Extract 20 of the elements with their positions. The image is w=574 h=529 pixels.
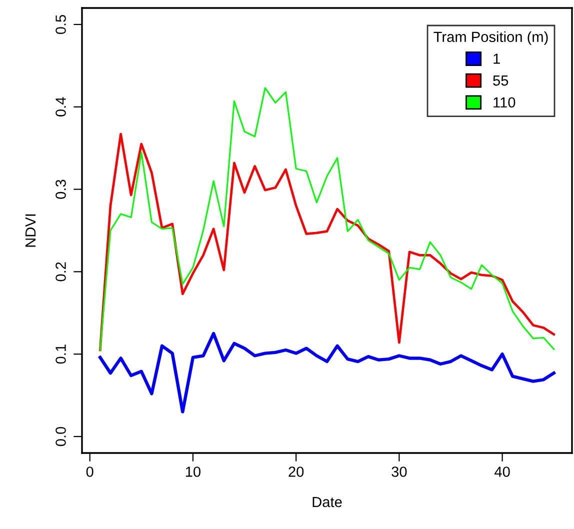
y-tick-label: 0.4 (56, 97, 66, 116)
x-tick-label: 30 (392, 466, 407, 477)
legend-title: Tram Position (m) (434, 31, 548, 45)
x-tick-label: 0 (86, 466, 94, 477)
line-series (98, 332, 556, 414)
y-tick-label: 0.5 (56, 14, 66, 34)
legend-label: 1 (494, 54, 500, 64)
x-tick-label: 10 (186, 466, 200, 477)
y-tick-label: 0.2 (56, 262, 66, 282)
x-tick-label: 40 (494, 466, 510, 477)
y-tick-label: 0.1 (56, 344, 66, 364)
y-tick-label: 0.0 (56, 426, 66, 446)
legend-label: 55 (493, 76, 508, 86)
y-tick-label: 0.3 (56, 180, 66, 199)
line-series (99, 87, 555, 351)
line-series (98, 132, 556, 352)
x-tick-label: 20 (288, 466, 304, 477)
y-axis-title: NDVI (25, 214, 36, 247)
x-axis-title: Date (312, 496, 342, 508)
legend-label: 110 (494, 97, 516, 108)
